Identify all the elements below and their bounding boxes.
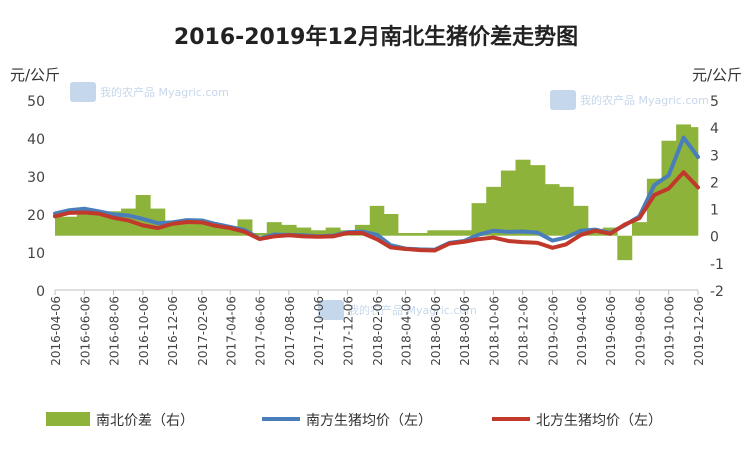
- watermark-logo: 我的农产品 Myagric.com: [318, 300, 477, 320]
- x-tick-label: 2018-06-06: [429, 296, 443, 366]
- spread-area-bar: [471, 203, 487, 236]
- x-tick-label: 2019-04-06: [575, 296, 589, 366]
- right-axis: -2 -1 0 1 2 3 4 5: [710, 94, 724, 300]
- x-tick-label: 2018-12-06: [517, 296, 531, 366]
- x-tick-label: 2016-12-06: [166, 296, 180, 366]
- x-tick-label: 2017-10-06: [312, 296, 326, 366]
- left-tick-label: 40: [27, 132, 45, 148]
- right-tick-label: 4: [710, 121, 719, 137]
- spread-area-bar: [135, 195, 151, 236]
- x-tick-label: 2019-02-06: [546, 296, 560, 366]
- right-tick-label: 2: [710, 175, 719, 191]
- x-tick-label: 2018-10-06: [487, 296, 501, 366]
- x-tick-label: 2016-04-06: [49, 296, 63, 366]
- spread-area-bar: [427, 230, 443, 236]
- x-tick-label: 2016-06-06: [78, 296, 92, 366]
- spread-area-bar: [208, 224, 224, 236]
- legend: 南北价差（右） 南方生猪均价（左） 北方生猪均价（左）: [46, 412, 662, 429]
- x-tick-label: 2018-02-06: [371, 296, 385, 366]
- watermark-text: 我的农产品 Myagric.com: [580, 93, 709, 107]
- chart-title: 2016-2019年12月南北生猪价差走势图: [174, 24, 578, 50]
- spread-area-bar: [412, 233, 428, 236]
- x-tick-label: 2018-08-06: [458, 296, 472, 366]
- spread-area-bar: [369, 205, 385, 236]
- watermarks: 我的农产品 Myagric.com 我的农产品 Myagric.com 我的农产…: [70, 82, 709, 320]
- right-tick-label: 0: [710, 230, 719, 246]
- spread-area-bar: [281, 224, 297, 236]
- x-tick-label: 2019-08-06: [633, 296, 647, 366]
- left-tick-label: 50: [27, 94, 45, 110]
- right-tick-label: 1: [710, 203, 719, 219]
- spread-area-bar: [383, 214, 399, 236]
- x-tick-label: 2017-06-06: [254, 296, 268, 366]
- spread-area-bar: [486, 186, 502, 236]
- spread-area-bar: [398, 233, 414, 236]
- x-tick-label: 2016-10-06: [137, 296, 151, 366]
- spread-area-bar: [62, 216, 78, 236]
- spread-area-bar: [456, 230, 472, 236]
- watermark-logo: 我的农产品 Myagric.com: [550, 90, 709, 110]
- spread-area-bar: [252, 233, 268, 236]
- spread-area-bar: [442, 230, 457, 236]
- spread-area-bar: [222, 227, 238, 236]
- right-axis-unit: 元/公斤: [692, 66, 742, 84]
- right-tick-label: 3: [710, 148, 719, 164]
- spread-area-bar: [55, 211, 63, 236]
- x-tick-label: 2019-06-06: [604, 296, 618, 366]
- spread-area-bar: [194, 222, 209, 236]
- legend-swatch-spread: [46, 412, 90, 426]
- right-tick-label: 5: [710, 94, 719, 110]
- x-tick-label: 2019-10-06: [663, 296, 677, 366]
- left-tick-label: 10: [27, 246, 45, 262]
- spread-area-bar: [296, 227, 312, 236]
- x-tick-label: 2017-02-06: [196, 296, 210, 366]
- left-tick-label: 0: [36, 284, 45, 300]
- x-tick-label: 2017-04-06: [224, 296, 238, 366]
- spread-area-bar: [530, 165, 546, 236]
- left-tick-label: 30: [27, 170, 45, 186]
- right-tick-label: -2: [710, 284, 724, 300]
- x-tick-label: 2017-12-06: [341, 296, 355, 366]
- spread-area-bar: [310, 230, 326, 236]
- spread-area-bar: [559, 186, 574, 236]
- watermark-text: 我的农产品 Myagric.com: [100, 85, 229, 99]
- left-tick-label: 20: [27, 208, 45, 224]
- watermark-text: 我的农产品 Myagric.com: [348, 303, 477, 317]
- south-price-line: [53, 135, 700, 252]
- spread-area-bar: [515, 159, 531, 236]
- legend-label-spread: 南北价差（右）: [96, 413, 194, 429]
- spread-area-bar: [500, 170, 516, 236]
- spread-area-bar: [545, 184, 560, 236]
- spread-area-bar: [91, 214, 107, 236]
- legend-label-south: 南方生猪均价（左）: [306, 413, 432, 429]
- spread-area-bar: [76, 208, 92, 236]
- plot-area: [53, 124, 700, 261]
- spread-area-bar: [588, 230, 603, 236]
- spread-area-bar: [266, 222, 282, 236]
- right-tick-label: -1: [710, 257, 724, 273]
- x-tick-label: 2017-08-06: [283, 296, 297, 366]
- spread-area-bar: [325, 227, 341, 236]
- left-axis-unit: 元/公斤: [10, 66, 60, 84]
- spread-area-bar: [617, 235, 633, 261]
- x-tick-label: 2018-04-06: [400, 296, 414, 366]
- watermark-logo: 我的农产品 Myagric.com: [70, 82, 229, 102]
- x-axis: 2016-04-06 2016-06-06 2016-08-06 2016-10-06…: [49, 289, 706, 366]
- spread-area-bar: [631, 222, 648, 236]
- spread-area-bar: [573, 205, 589, 236]
- x-tick-label: 2016-08-06: [108, 296, 122, 366]
- left-axis: 0 10 20 30 40 50: [27, 94, 45, 300]
- x-tick-label: 2019-12-06: [692, 296, 706, 366]
- legend-label-north: 北方生猪均价（左）: [536, 413, 662, 429]
- north-price-line: [53, 170, 700, 253]
